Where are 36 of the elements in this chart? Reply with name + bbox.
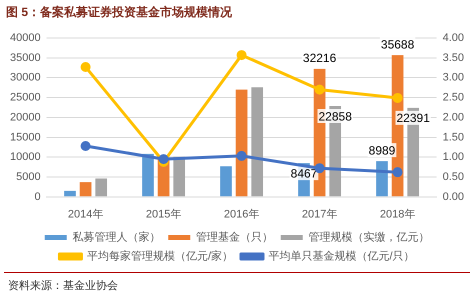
y2-tick-label: 2.50 (442, 92, 464, 104)
y2-tick-label: 1.50 (442, 131, 464, 144)
data-label: 8467 (290, 166, 318, 180)
y2-tick-label: 3.50 (442, 52, 464, 64)
legend-label: 私募管理人（家） (72, 230, 160, 244)
text: 资料来源：基金业协会 (7, 279, 119, 294)
y-tick-label: 0 (34, 190, 41, 203)
x-tick-label: 2018年 (380, 208, 416, 220)
x-tick-label: 2016年 (224, 208, 260, 220)
y-tick-label: 15000 (10, 131, 41, 144)
legend-label: 平均单只基金规模（亿元/只） (268, 250, 415, 263)
x-tick-label: 2015年 (146, 208, 182, 220)
legend-label: 管理基金（只） (196, 230, 273, 244)
legend-label: 平均每家管理规模（亿元/家） (86, 250, 234, 263)
y2-tick-label: 3.00 (442, 72, 464, 84)
y-tick-label: 35000 (10, 52, 41, 64)
y-tick-label: 30000 (10, 72, 41, 84)
data-label: 32216 (302, 51, 337, 66)
y2-tick-label: 0.00 (442, 190, 464, 203)
legend-label: 管理规模（实缴，亿元） (308, 230, 430, 244)
y-tick-label: 10000 (10, 151, 41, 164)
y2-tick-label: 4.00 (442, 32, 464, 44)
y2-tick-label: 1.00 (442, 151, 464, 164)
y-tick-label: 25000 (10, 92, 41, 104)
y2-tick-label: 0.50 (442, 170, 464, 183)
y-tick-label: 5000 (16, 170, 41, 183)
y-tick-label: 20000 (10, 111, 41, 124)
data-label: 8989 (368, 143, 396, 158)
x-tick-label: 2017年 (302, 208, 338, 220)
data-label: 35688 (380, 37, 415, 52)
data-label: 22858 (318, 109, 352, 124)
x-tick-label: 2014年 (68, 208, 104, 220)
y2-tick-label: 2.00 (442, 111, 464, 124)
chart-title: 图 5：备案私募证券投资基金市场规模情况 (5, 4, 234, 21)
data-label: 22391 (396, 111, 430, 126)
y-tick-label: 40000 (10, 32, 41, 44)
